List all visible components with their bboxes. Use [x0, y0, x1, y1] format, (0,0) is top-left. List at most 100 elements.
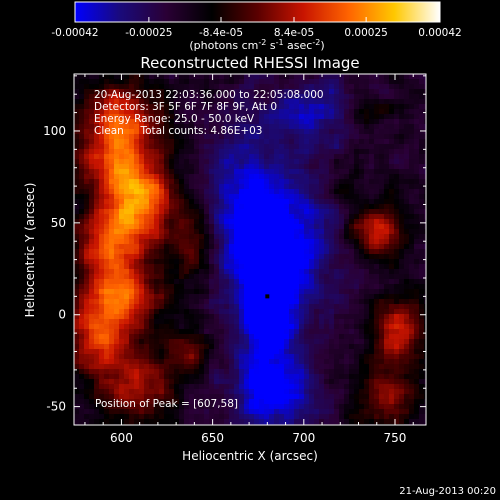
heatmap-cell — [399, 419, 405, 425]
heatmap-cell — [79, 164, 85, 170]
heatmap-cell — [329, 214, 335, 220]
heatmap-cell — [159, 399, 165, 405]
heatmap-cell — [99, 394, 105, 400]
heatmap-cell — [384, 279, 390, 285]
heatmap-cell — [329, 154, 335, 160]
heatmap-cell — [419, 379, 425, 385]
heatmap-cell — [274, 259, 280, 265]
heatmap-cell — [324, 304, 330, 310]
heatmap-cell — [264, 329, 270, 335]
heatmap-cell — [144, 209, 150, 215]
heatmap-cell — [189, 219, 195, 225]
heatmap-cell — [219, 264, 225, 270]
heatmap-cell — [144, 249, 150, 255]
heatmap-cell — [99, 219, 105, 225]
heatmap-cell — [114, 414, 120, 420]
heatmap-cell — [179, 139, 185, 145]
heatmap-cell — [144, 244, 150, 250]
heatmap-cell — [334, 159, 340, 165]
heatmap-cell — [334, 274, 340, 280]
heatmap-cell — [84, 414, 90, 420]
heatmap-cell — [419, 74, 425, 80]
heatmap-cell — [189, 154, 195, 160]
heatmap-cell — [249, 404, 255, 410]
heatmap-cell — [99, 404, 105, 410]
heatmap-cell — [409, 119, 415, 125]
heatmap-cell — [254, 269, 260, 275]
heatmap-cell — [309, 159, 315, 165]
heatmap-cell — [389, 219, 395, 225]
heatmap-cell — [124, 374, 130, 380]
heatmap-cell — [214, 379, 220, 385]
heatmap-cell — [314, 139, 320, 145]
heatmap-cell — [374, 114, 380, 120]
heatmap-cell — [294, 229, 300, 235]
heatmap-cell — [109, 89, 115, 95]
heatmap-cell — [319, 254, 325, 260]
heatmap-cell — [234, 224, 240, 230]
heatmap-cell — [299, 379, 305, 385]
heatmap-cell — [159, 109, 165, 115]
heatmap-cell — [144, 419, 150, 425]
heatmap-cell — [399, 409, 405, 415]
heatmap-cell — [254, 219, 260, 225]
heatmap-cell — [194, 194, 200, 200]
heatmap-cell — [84, 139, 90, 145]
heatmap-cell — [414, 299, 420, 305]
heatmap-cell — [164, 409, 170, 415]
heatmap-cell — [384, 319, 390, 325]
heatmap-cell — [214, 404, 220, 410]
heatmap-cell — [254, 279, 260, 285]
heatmap-cell — [249, 364, 255, 370]
heatmap-cell — [289, 139, 295, 145]
heatmap-cell — [164, 354, 170, 360]
heatmap-cell — [219, 134, 225, 140]
heatmap-cell — [124, 109, 130, 115]
heatmap-cell — [99, 149, 105, 155]
heatmap-cell — [259, 219, 265, 225]
heatmap-cell — [199, 94, 205, 100]
heatmap-cell — [79, 159, 85, 165]
heatmap-cell — [304, 184, 310, 190]
heatmap-cell — [174, 149, 180, 155]
heatmap-cell — [319, 369, 325, 375]
heatmap-cell — [114, 274, 120, 280]
heatmap-cell — [104, 289, 110, 295]
heatmap-cell — [394, 89, 400, 95]
heatmap-cell — [409, 309, 415, 315]
heatmap-cell — [219, 359, 225, 365]
heatmap-cell — [139, 194, 145, 200]
heatmap-cell — [104, 189, 110, 195]
heatmap-cell — [244, 84, 250, 90]
heatmap-cell — [104, 264, 110, 270]
heatmap-cell — [259, 204, 265, 210]
heatmap-cell — [284, 349, 290, 355]
heatmap-cell — [119, 409, 125, 415]
heatmap-cell — [119, 334, 125, 340]
heatmap-cell — [174, 214, 180, 220]
heatmap-cell — [114, 159, 120, 165]
heatmap-cell — [239, 269, 245, 275]
heatmap-cell — [204, 339, 210, 345]
heatmap-cell — [224, 264, 230, 270]
heatmap-cell — [389, 414, 395, 420]
heatmap-cell — [199, 194, 205, 200]
heatmap-cell — [174, 154, 180, 160]
heatmap-cell — [314, 74, 320, 80]
heatmap-cell — [344, 314, 350, 320]
heatmap-cell — [104, 344, 110, 350]
heatmap-cell — [124, 264, 130, 270]
heatmap-cell — [84, 204, 90, 210]
heatmap-cell — [89, 224, 95, 230]
heatmap-cell — [199, 254, 205, 260]
heatmap-cell — [214, 364, 220, 370]
heatmap-cell — [179, 369, 185, 375]
heatmap-cell — [164, 369, 170, 375]
heatmap-cell — [364, 209, 370, 215]
heatmap-cell — [154, 224, 160, 230]
heatmap-cell — [224, 119, 230, 125]
heatmap-cell — [369, 319, 375, 325]
heatmap-cell — [399, 324, 405, 330]
heatmap-cell — [274, 159, 280, 165]
heatmap-cell — [424, 174, 426, 180]
